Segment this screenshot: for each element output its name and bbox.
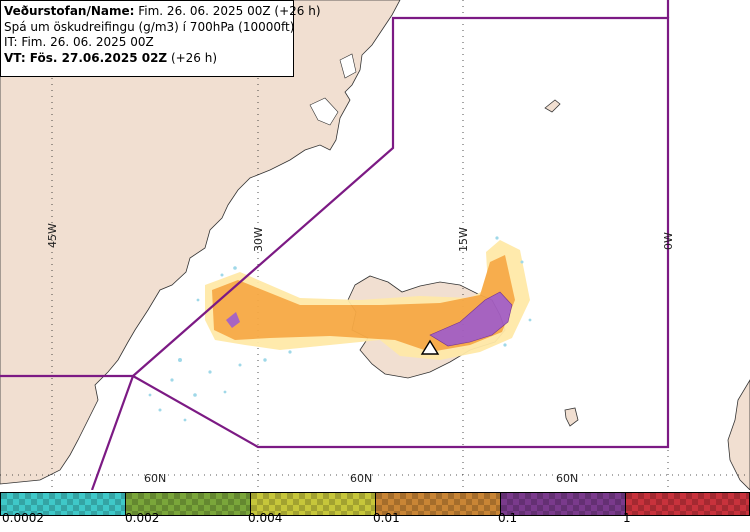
legend-segment-2 [125,492,251,516]
ash-speckles [148,236,532,422]
legend-tick-4: 0.1 [498,511,518,525]
ash-cloud [205,240,530,360]
greenland-landmass [0,0,401,485]
lon-label-0w: 0W [662,232,675,250]
forecast-info-box: Veðurstofan/Name: Fim. 26. 06. 2025 00Z … [0,0,321,77]
lat-label-60n-a: 60N [144,472,166,485]
info-it: IT: Fim. 26. 06. 2025 00Z [4,35,154,49]
info-line-4: VT: Fös. 27.06.2025 02Z (+26 h) [4,51,289,67]
legend-segment-4 [375,492,501,516]
lon-label-15w: 15W [457,227,470,252]
legend-tick-3: 0.01 [373,511,400,525]
legend-tick-5: 1 [623,511,631,525]
legend-segment-1 [0,492,126,516]
info-title: Spá um öskudreifingu (g/m3) í 700hPa (10… [4,19,295,34]
volcano-marker-icon [420,339,440,355]
lon-label-30w: 30W [252,227,265,252]
fir-boundary [0,0,670,490]
legend-tick-1: 0.002 [125,511,160,525]
legend-segment-6 [625,492,750,516]
info-line-1: Veðurstofan/Name: Fim. 26. 06. 2025 00Z … [4,4,321,20]
ash-forecast-map: 45W 30W 15W 0W 60N 60N 60N [0,0,750,490]
jan-mayen-islet [544,99,561,113]
lat-label-60n-b: 60N [350,472,372,485]
org-label: Veðurstofan/Name: [4,4,135,18]
concentration-legend [0,490,750,532]
legend-tick-2: 0.004 [248,511,283,525]
lat-label-60n-c: 60N [556,472,578,485]
legend-segment-5 [500,492,626,516]
norway-coast [727,379,750,490]
org-value: Fim. 26. 06. 2025 00Z (+26 h) [134,4,321,18]
vt-suffix: (+26 h) [167,50,218,65]
lon-label-45w: 45W [46,223,59,248]
vt-label: VT: Fös. 27.06.2025 02Z [4,50,168,65]
legend-segment-3 [250,492,376,516]
legend-tick-0: 0.0002 [2,511,44,525]
